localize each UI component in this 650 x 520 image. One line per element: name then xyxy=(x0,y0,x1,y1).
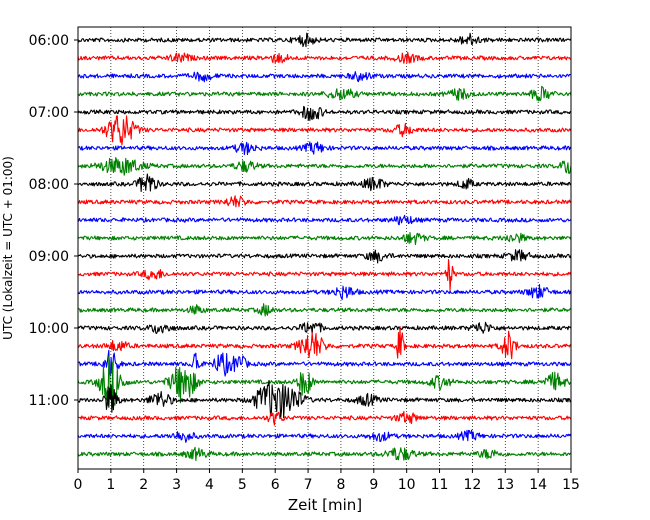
trace-0730 xyxy=(77,141,572,156)
trace-0845 xyxy=(77,232,572,246)
trace-1015 xyxy=(77,325,572,360)
x-tick-label: 7 xyxy=(304,477,313,493)
y-tick-label: 07:00 xyxy=(29,105,69,121)
trace-1030 xyxy=(77,349,572,377)
x-axis-label: Zeit [min] xyxy=(288,496,362,514)
x-tick-label: 2 xyxy=(139,477,148,493)
x-tick-label: 8 xyxy=(336,477,345,493)
trace-0915 xyxy=(77,259,572,291)
plot-frame xyxy=(77,26,572,470)
x-tick-label: 5 xyxy=(238,477,247,493)
trace-0645 xyxy=(77,85,572,102)
y-tick-label: 10:00 xyxy=(29,321,69,337)
trace-1045 xyxy=(77,355,572,410)
trace-1000 xyxy=(77,321,572,335)
x-tick-label: 9 xyxy=(369,477,378,493)
x-tick-label: 1 xyxy=(106,477,115,493)
trace-0945 xyxy=(77,303,572,317)
x-tick-label: 15 xyxy=(562,477,580,493)
x-tick-label: 12 xyxy=(463,477,481,493)
trace-0630 xyxy=(77,71,572,83)
trace-0715 xyxy=(77,115,572,146)
trace-0700 xyxy=(77,105,572,122)
x-tick-label: 13 xyxy=(496,477,514,493)
y-tick-label: 06:00 xyxy=(29,33,69,49)
trace-0830 xyxy=(77,214,572,226)
trace-0900 xyxy=(77,249,572,264)
trace-1130 xyxy=(77,429,572,443)
x-tick-label: 3 xyxy=(172,477,181,493)
trace-0600 xyxy=(77,32,572,48)
trace-0815 xyxy=(77,195,572,208)
trace-0615 xyxy=(77,51,572,64)
x-tick-label: 4 xyxy=(205,477,214,493)
trace-1115 xyxy=(77,410,572,426)
trace-1145 xyxy=(77,446,572,462)
x-axis-ticks: 0 1 2 3 4 5 6 7 8 9 10 11 12 13 14 15 xyxy=(74,469,580,493)
y-tick-label: 08:00 xyxy=(29,177,69,193)
y-tick-label: 11:00 xyxy=(29,393,69,409)
trace-0930 xyxy=(77,284,572,301)
x-tick-label: 10 xyxy=(398,477,416,493)
trace-0800 xyxy=(77,173,572,192)
trace-1100 xyxy=(77,380,572,419)
x-tick-label: 11 xyxy=(431,477,449,493)
y-axis-ticks: 06:00 07:00 08:00 09:00 10:00 11:00 xyxy=(29,33,78,409)
x-tick-label: 14 xyxy=(529,477,547,493)
y-axis-label: UTC (Lokalzeit = UTC + 01:00) xyxy=(1,156,15,340)
x-tick-label: 6 xyxy=(271,477,280,493)
x-tick-label: 0 xyxy=(74,477,83,493)
y-tick-label: 09:00 xyxy=(29,249,69,265)
seismic-traces xyxy=(77,32,572,462)
trace-0745 xyxy=(77,157,572,176)
